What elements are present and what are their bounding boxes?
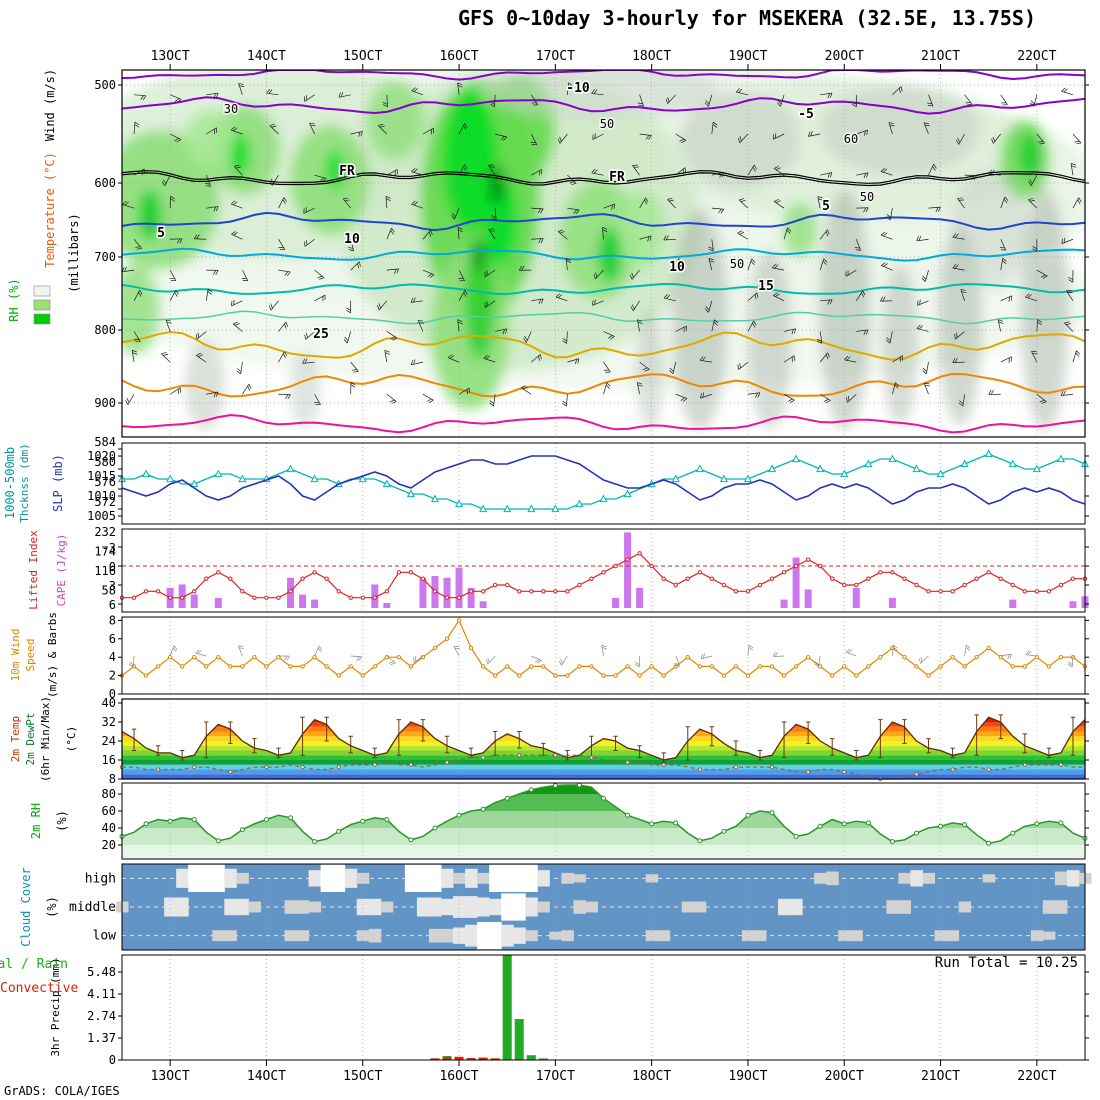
svg-text:25: 25 — [313, 327, 329, 342]
svg-text:5: 5 — [822, 199, 830, 214]
svg-text:middle: middle — [69, 900, 116, 915]
svg-text:0: 0 — [109, 687, 116, 701]
svg-text:58: 58 — [102, 584, 116, 598]
svg-text:40: 40 — [102, 821, 116, 835]
svg-text:5.48: 5.48 — [87, 965, 116, 979]
svg-text:21OCT: 21OCT — [921, 49, 960, 64]
svg-text:576: 576 — [94, 475, 116, 489]
svg-text:2.74: 2.74 — [87, 1009, 116, 1023]
svg-text:13OCT: 13OCT — [151, 1069, 190, 1084]
svg-text:116: 116 — [94, 564, 116, 578]
panel-precip: Run Total = 10.25 0 1.37 2.74 4.11 5.48 — [87, 954, 1089, 1067]
svg-text:572: 572 — [94, 495, 116, 509]
svg-text:0: 0 — [109, 1053, 116, 1067]
svg-text:high: high — [85, 871, 116, 886]
svg-text:1005: 1005 — [87, 509, 116, 523]
svg-text:30: 30 — [224, 102, 238, 116]
svg-text:600: 600 — [94, 176, 116, 190]
panel-2m-temp: 8 16 24 32 40 — [102, 696, 1089, 786]
svg-text:8: 8 — [109, 772, 116, 786]
svg-text:14OCT: 14OCT — [247, 1069, 286, 1084]
svg-text:3: 3 — [109, 579, 116, 593]
svg-text:50: 50 — [860, 190, 874, 204]
svg-text:19OCT: 19OCT — [728, 49, 767, 64]
svg-text:15: 15 — [758, 279, 774, 294]
svg-text:13OCT: 13OCT — [151, 49, 190, 64]
svg-text:16: 16 — [102, 753, 116, 767]
svg-text:low: low — [93, 929, 117, 944]
grads-credit: GrADS: COLA/IGES — [4, 1084, 120, 1098]
svg-text:24: 24 — [102, 734, 116, 748]
svg-text:8: 8 — [109, 613, 116, 627]
svg-text:-10: -10 — [566, 81, 590, 96]
svg-text:18OCT: 18OCT — [632, 1069, 671, 1084]
panel-upper-air: -10 -5 FR FR 5 5 10 10 15 25 30 50 60 50 50 500 600 700 80… — [33, 69, 1089, 438]
svg-text:6: 6 — [109, 598, 116, 612]
svg-text:50: 50 — [600, 117, 614, 131]
svg-text:5: 5 — [157, 226, 165, 241]
svg-text:20: 20 — [102, 838, 116, 852]
svg-text:10: 10 — [669, 260, 685, 275]
svg-text:700: 700 — [94, 250, 116, 264]
svg-text:40: 40 — [102, 696, 116, 710]
panel-li-cape: -3 0 3 6 232 174 116 58 — [94, 525, 1089, 613]
svg-text:FR: FR — [339, 164, 355, 179]
svg-text:20OCT: 20OCT — [825, 1069, 864, 1084]
svg-text:232: 232 — [94, 525, 116, 539]
svg-text:22OCT: 22OCT — [1017, 49, 1056, 64]
panel-2m-rh: 20 40 60 80 — [102, 782, 1089, 860]
svg-text:19OCT: 19OCT — [728, 1069, 767, 1084]
time-axes: 13OCT 13OCT 14OCT 14OCT 15OCT 15OCT 16OCT 16OCT… — [151, 49, 1057, 1084]
svg-text:4: 4 — [109, 650, 116, 664]
svg-text:0: 0 — [109, 560, 116, 574]
svg-text:16OCT: 16OCT — [439, 49, 478, 64]
svg-text:FR: FR — [609, 170, 625, 185]
svg-text:1.37: 1.37 — [87, 1031, 116, 1045]
svg-text:15OCT: 15OCT — [343, 49, 382, 64]
svg-text:2: 2 — [109, 669, 116, 683]
svg-text:22OCT: 22OCT — [1017, 1069, 1056, 1084]
svg-text:60: 60 — [102, 804, 116, 818]
svg-text:580: 580 — [94, 455, 116, 469]
svg-text:14OCT: 14OCT — [247, 49, 286, 64]
svg-text:500: 500 — [94, 78, 116, 92]
svg-text:60: 60 — [844, 132, 858, 146]
svg-text:174: 174 — [94, 545, 116, 559]
svg-text:50: 50 — [730, 257, 744, 271]
svg-text:18OCT: 18OCT — [632, 49, 671, 64]
svg-text:900: 900 — [94, 396, 116, 410]
svg-text:17OCT: 17OCT — [536, 1069, 575, 1084]
svg-text:584: 584 — [94, 435, 116, 449]
svg-text:15OCT: 15OCT — [343, 1069, 382, 1084]
svg-text:1010: 1010 — [87, 489, 116, 503]
svg-text:21OCT: 21OCT — [921, 1069, 960, 1084]
svg-text:10: 10 — [344, 232, 360, 247]
panel-cloud-cover: high middle low — [69, 863, 1092, 951]
svg-text:17OCT: 17OCT — [536, 49, 575, 64]
chart-title: GFS 0~10day 3-hourly for MSEKERA (32.5E,… — [458, 6, 1036, 30]
svg-text:32: 32 — [102, 715, 116, 729]
svg-text:4.11: 4.11 — [87, 987, 116, 1001]
svg-text:80: 80 — [102, 787, 116, 801]
svg-text:1015: 1015 — [87, 469, 116, 483]
svg-text:Run Total = 10.25: Run Total = 10.25 — [935, 955, 1078, 971]
svg-text:-5: -5 — [798, 107, 814, 122]
panel-10m-wind: 0 2 4 6 8 — [109, 613, 1089, 701]
svg-text:1020: 1020 — [87, 449, 116, 463]
svg-text:-3: -3 — [102, 541, 116, 555]
panel-slp-thickness: 1020 1015 1010 1005 584 580 576 572 — [87, 435, 1090, 525]
svg-text:20OCT: 20OCT — [825, 49, 864, 64]
svg-text:16OCT: 16OCT — [439, 1069, 478, 1084]
svg-text:6: 6 — [109, 632, 116, 646]
svg-text:800: 800 — [94, 323, 116, 337]
